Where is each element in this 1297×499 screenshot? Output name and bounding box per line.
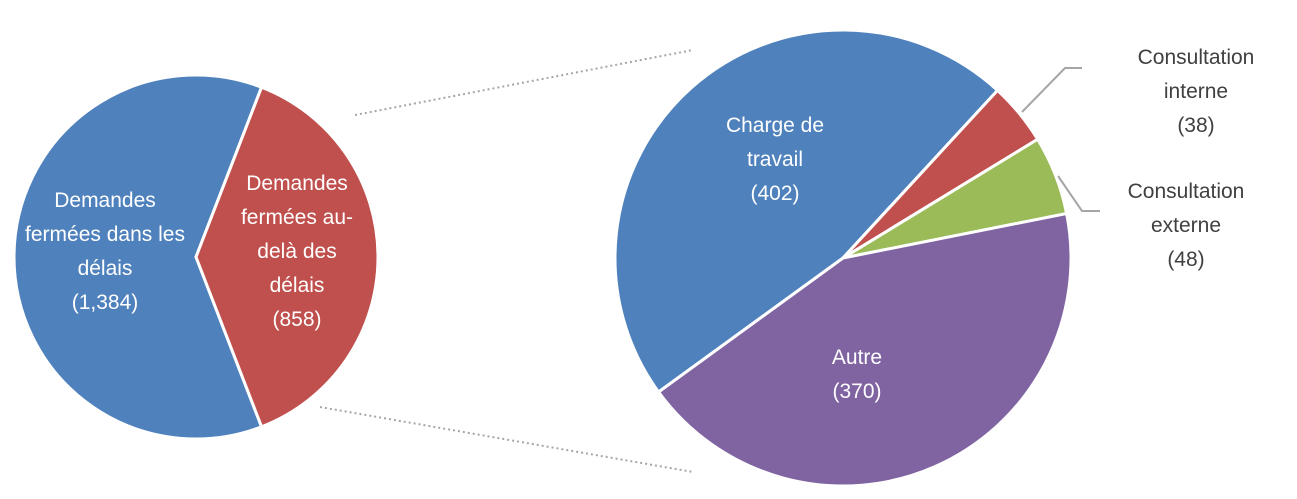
pie-slice bbox=[613, 28, 1000, 395]
leader-line bbox=[1021, 67, 1082, 113]
category-label: Autre bbox=[831, 346, 883, 369]
slice-label: Consultation externe (48) bbox=[1096, 175, 1276, 277]
category-label: Charge de travail bbox=[725, 114, 825, 171]
slice-label: Consultation interne (38) bbox=[1106, 41, 1286, 143]
slice-label: Demandes fermées dans les délais (1,384) bbox=[15, 184, 195, 320]
category-label: Consultation interne bbox=[1137, 46, 1255, 103]
slice-label: Autre (370) bbox=[797, 341, 917, 409]
value-label: (370) bbox=[832, 380, 882, 403]
value-label: (858) bbox=[272, 308, 322, 331]
category-label: Consultation externe bbox=[1127, 180, 1245, 237]
value-label: (38) bbox=[1177, 114, 1215, 137]
pie-slice bbox=[194, 85, 380, 429]
slice-label: Charge de travail (402) bbox=[700, 109, 850, 211]
value-label: (48) bbox=[1167, 248, 1205, 271]
value-label: (1,384) bbox=[71, 291, 139, 314]
category-label: Demandes fermées au-delà des délais bbox=[240, 172, 354, 297]
pie-slice bbox=[12, 73, 264, 441]
pie-slice bbox=[656, 211, 1073, 488]
value-label: (402) bbox=[750, 182, 800, 205]
slice-label: Demandes fermées au-delà des délais (858) bbox=[227, 167, 367, 337]
leader-line bbox=[1057, 175, 1100, 212]
category-label: Demandes fermées dans les délais bbox=[25, 189, 185, 280]
connector-line bbox=[354, 49, 694, 116]
connector-line bbox=[319, 406, 694, 473]
